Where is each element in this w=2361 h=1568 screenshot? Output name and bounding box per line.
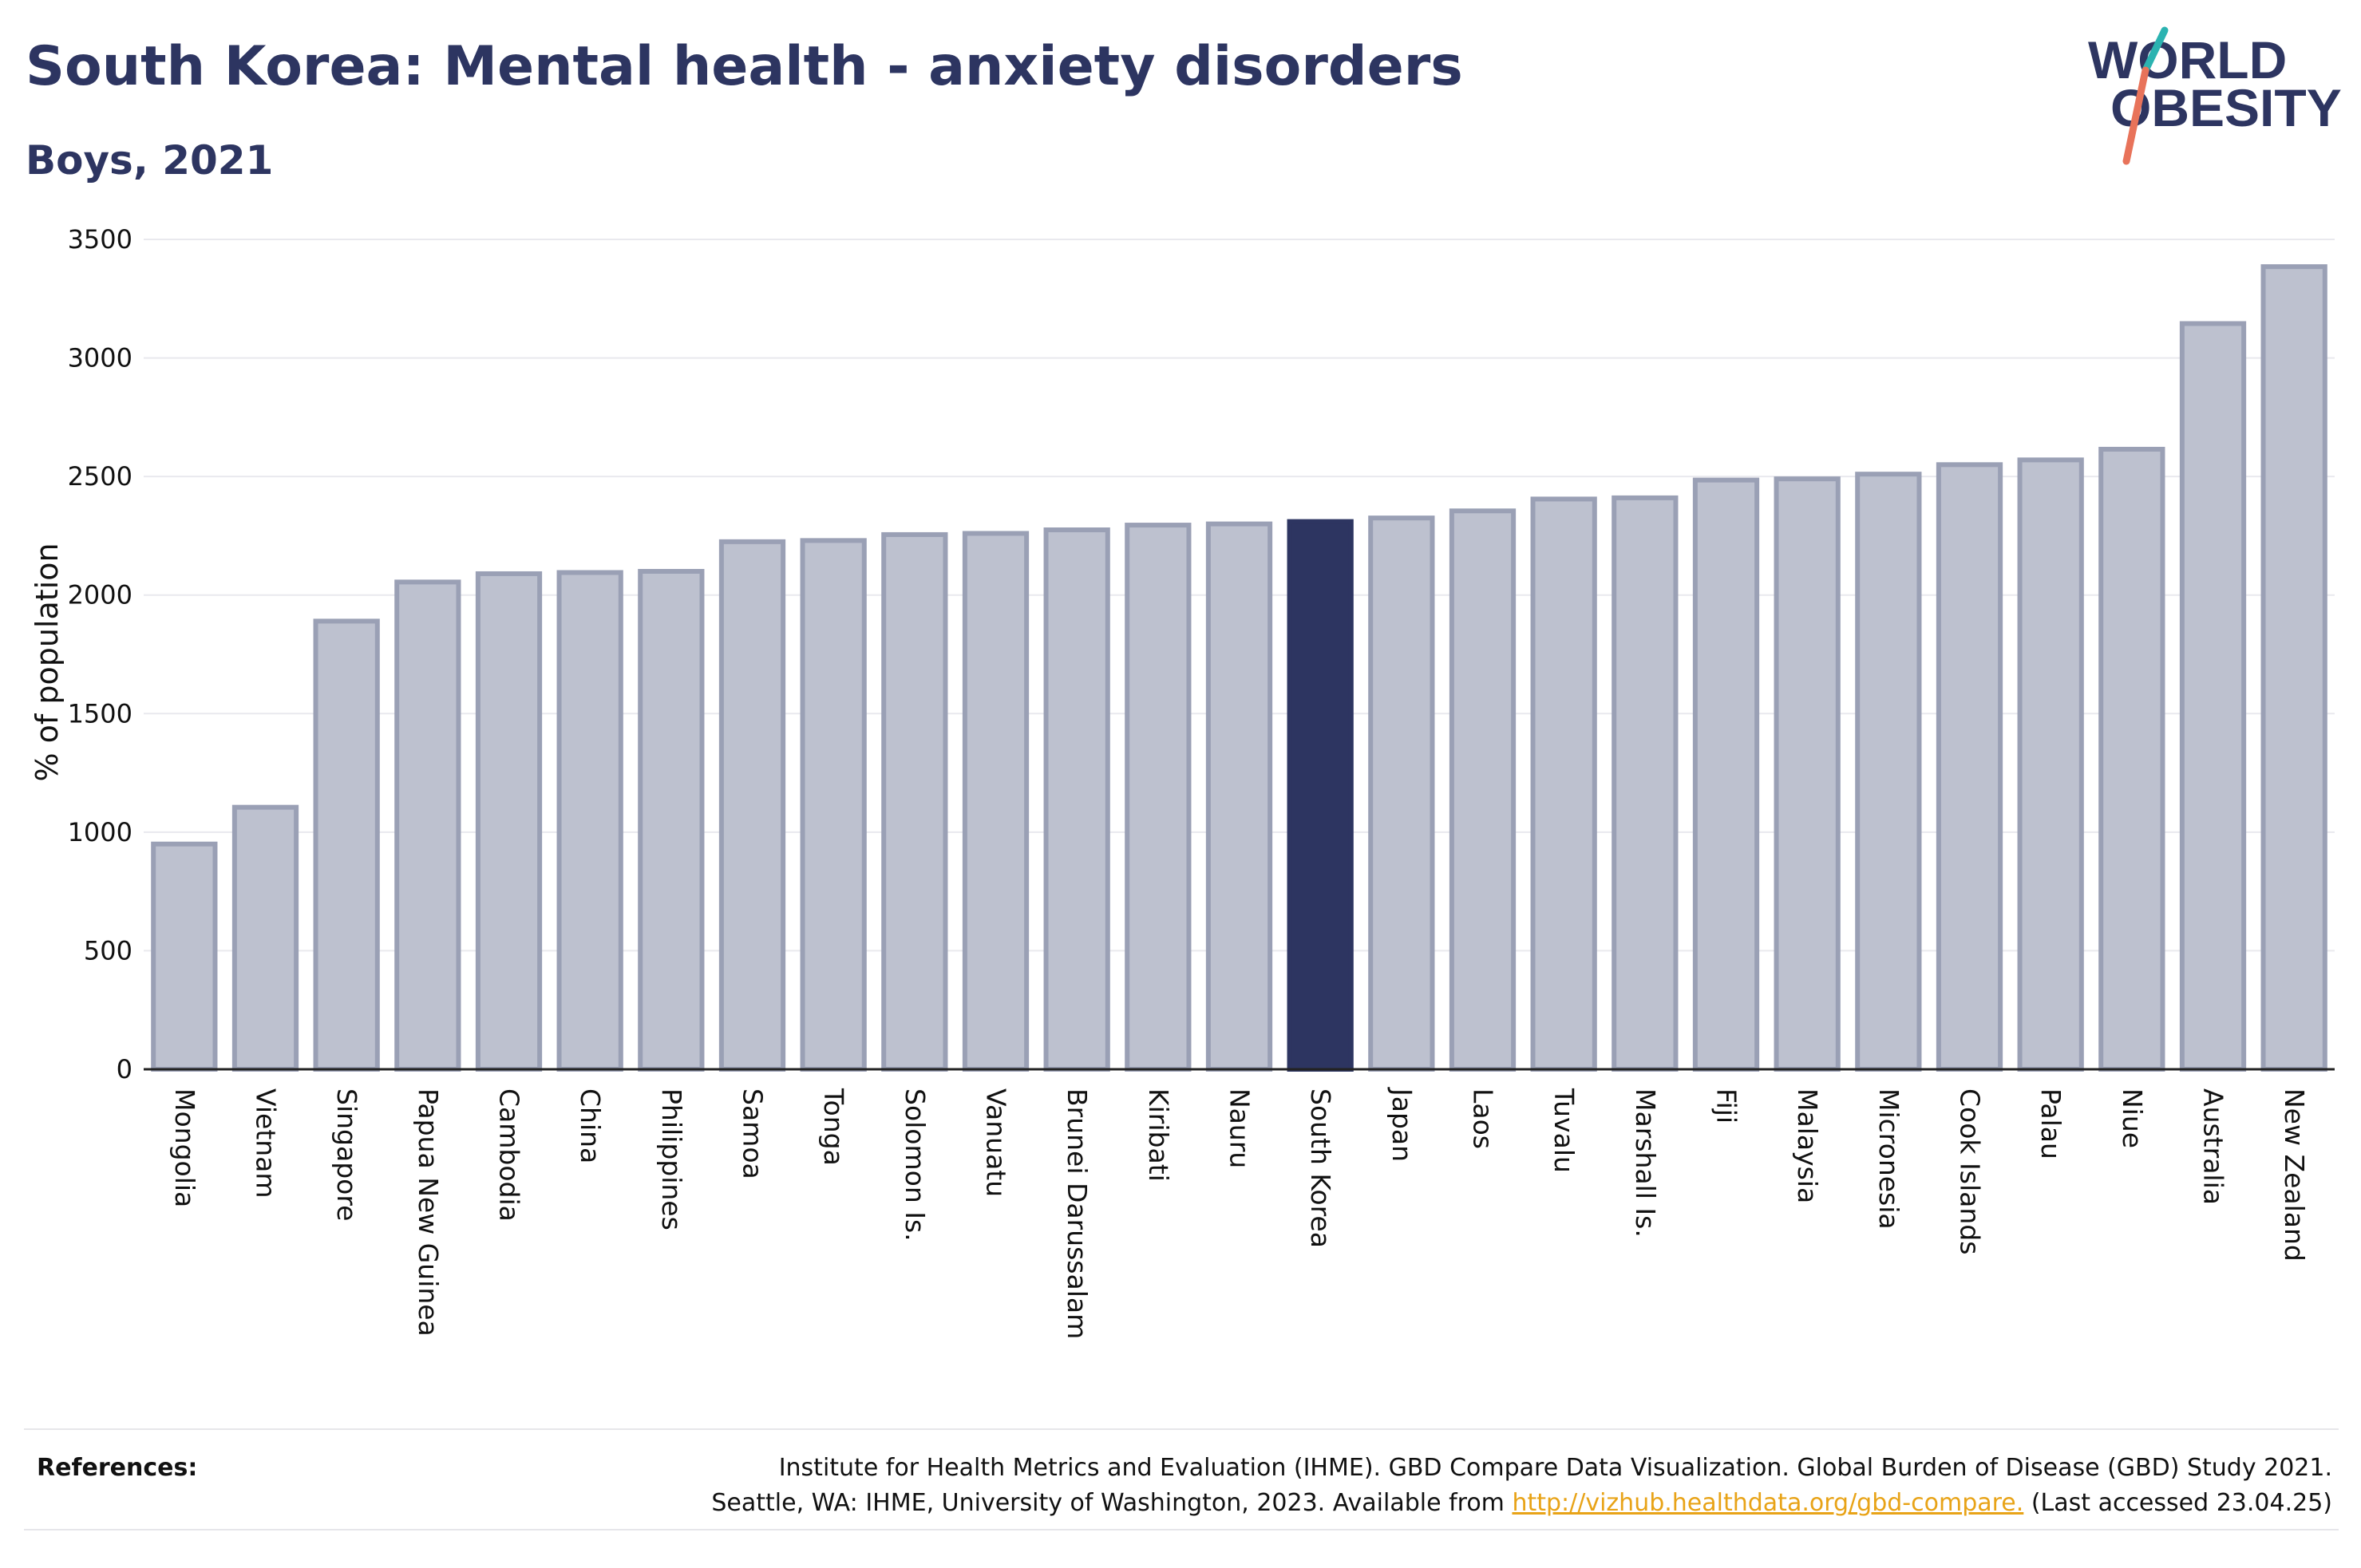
bar [2179,321,2247,1072]
bar [2098,446,2165,1072]
bar [1612,495,1679,1072]
x-tick-label: Vanuatu [981,1088,1012,1197]
x-tick-label: Solomon Is. [900,1088,931,1242]
bar-chart: 0 500 1000 1500 2000 2500 3000 3500 % of populat… [30,224,2335,1339]
x-tick-label: China [575,1088,606,1163]
x-tick-label: Malaysia [1792,1088,1823,1203]
y-axis-title: % of population [30,543,65,781]
reference-line-2-prefix: Seattle, WA: IHME, University of Washing… [711,1489,1513,1517]
reference-line-2: Seattle, WA: IHME, University of Washing… [711,1486,2332,1521]
logo-line2: OBESITY [2110,78,2342,137]
y-tick-label: 500 [84,935,132,966]
y-tick-label: 2000 [68,580,132,610]
y-tick-label: 3000 [68,343,132,373]
bar [1125,523,1192,1072]
x-tick-label: Mongolia [169,1088,200,1207]
y-tick-label: 2500 [68,461,132,492]
references-text: Institute for Health Metrics and Evaluat… [711,1451,2332,1521]
reference-link[interactable]: http://vizhub.healthdata.org/gbd-compare… [1512,1489,2024,1517]
bar [1449,508,1517,1072]
bar [638,569,705,1072]
references-label: References: [37,1454,198,1482]
world-obesity-logo: WORLD OBESITY [2075,22,2347,166]
bar [718,539,786,1072]
x-tick-label: Japan [1386,1087,1418,1162]
bar [2017,457,2084,1072]
x-tick-label: Samoa [738,1088,769,1179]
x-tick-label: Tonga [818,1088,849,1166]
chart-subtitle: Boys, 2021 [26,137,274,184]
x-tick-label: Nauru [1224,1088,1256,1168]
reference-line-1: Institute for Health Metrics and Evaluat… [778,1454,2332,1482]
x-tick-label: Laos [1468,1088,1499,1149]
bar [1043,527,1110,1072]
bar [1774,476,1841,1072]
bar [962,531,1030,1072]
x-tick-label: Australia [2198,1088,2229,1205]
x-tick-label: Tuvalu [1548,1088,1580,1173]
x-tick-label: Cook Islands [1955,1088,1986,1254]
bar [1692,477,1760,1072]
bar [800,538,867,1072]
x-tick-label: Cambodia [494,1088,525,1222]
y-tick-label: 1000 [68,817,132,847]
bar [394,579,461,1072]
y-tick-label: 3500 [68,224,132,255]
x-tick-label: Marshall Is. [1630,1088,1661,1238]
bar [151,841,218,1072]
y-tick-label: 0 [117,1054,132,1084]
x-tick-label: Brunei Darussalam [1062,1088,1093,1339]
bar [1368,515,1435,1072]
bar-highlight [1287,519,1354,1072]
x-tick-label: Kiribati [1143,1088,1174,1182]
bar [313,618,380,1072]
bar [475,571,543,1072]
references-box: References: Institute for Health Metrics… [24,1428,2339,1530]
logo-line1: WORLD [2088,30,2287,89]
y-tick-label: 1500 [68,698,132,729]
x-tick-label: Papua New Guinea [413,1088,444,1337]
bar [1205,521,1273,1072]
x-tick-label: Vietnam [251,1088,282,1199]
x-tick-label: Micronesia [1873,1088,1904,1230]
bar [1530,496,1597,1072]
x-tick-label: New Zealand [2279,1088,2310,1262]
chart-title: South Korea: Mental health - anxiety dis… [26,35,1463,98]
x-tick-label: Singapore [331,1088,362,1221]
bar [556,570,623,1072]
bar [2260,264,2327,1072]
bar [1855,472,1922,1072]
bar [231,804,299,1072]
x-tick-label: South Korea [1305,1088,1336,1248]
bar [1936,462,2003,1072]
x-tick-label: Niue [2117,1088,2148,1148]
x-tick-label: Fiji [1711,1088,1742,1124]
x-tick-label: Palau [2035,1088,2066,1159]
reference-line-2-suffix: (Last accessed 23.04.25) [2023,1489,2332,1517]
x-tick-label: Philippines [656,1088,687,1230]
bar [881,531,948,1072]
